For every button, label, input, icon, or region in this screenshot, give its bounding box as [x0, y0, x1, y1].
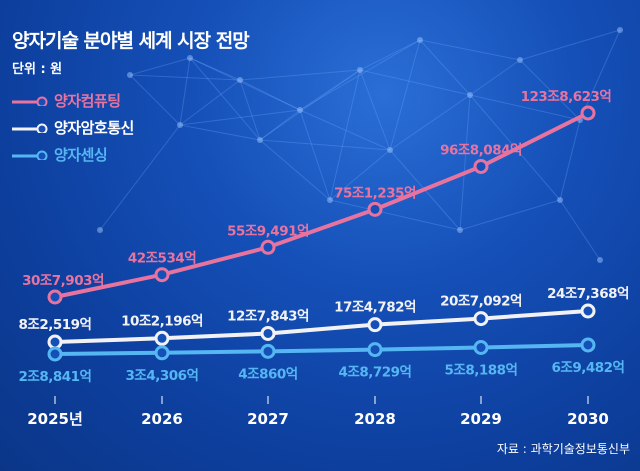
- data-point: [47, 289, 63, 305]
- data-point: [47, 346, 63, 362]
- legend-label: 양자센싱: [54, 146, 108, 164]
- legend-swatch-icon: [12, 123, 48, 133]
- legend-item-quantum-cryptography: 양자암호통신: [12, 117, 134, 138]
- legend-swatch-icon: [12, 96, 48, 106]
- data-label: 55조9,491억: [227, 223, 309, 239]
- data-label: 2조8,841억: [19, 369, 92, 385]
- legend-item-quantum-computing: 양자컴퓨팅: [12, 90, 121, 111]
- x-tick-label: 2026: [141, 410, 183, 428]
- data-label: 123조8,623억: [521, 89, 612, 105]
- data-label: 4조8,729억: [339, 365, 412, 381]
- legend-label: 양자컴퓨팅: [54, 92, 121, 110]
- data-point: [154, 267, 170, 283]
- data-point: [367, 201, 383, 217]
- data-point: [154, 330, 170, 346]
- data-label: 8조2,519억: [19, 317, 92, 333]
- data-point: [580, 303, 596, 319]
- data-point: [260, 239, 276, 255]
- data-label: 5조8,188억: [445, 363, 518, 379]
- series-line: [54, 111, 589, 299]
- source-note: 자료 : 과학기술정보통신부: [496, 442, 630, 456]
- unit-label: 단위 : 원: [12, 62, 63, 77]
- data-label: 12조7,843억: [227, 308, 309, 324]
- data-point: [367, 317, 383, 333]
- data-label: 75조1,235억: [334, 185, 416, 201]
- chart-title: 양자기술 분야별 세계 시장 전망: [12, 30, 250, 52]
- data-point: [154, 345, 170, 361]
- data-label: 42조534억: [128, 251, 196, 267]
- x-tick-label: 2027: [247, 410, 289, 428]
- data-point: [473, 311, 489, 327]
- legend-swatch-icon: [12, 150, 48, 160]
- x-tick-label: 2030: [567, 410, 609, 428]
- data-point: [473, 158, 489, 174]
- data-point: [580, 337, 596, 353]
- data-label: 6조9,482억: [552, 360, 625, 376]
- data-point: [260, 343, 276, 359]
- legend-label: 양자암호통신: [54, 119, 134, 137]
- data-label: 30조7,903억: [22, 273, 104, 289]
- data-point: [260, 325, 276, 341]
- series-line: [54, 309, 589, 344]
- legend-item-quantum-sensing: 양자센싱: [12, 144, 108, 165]
- series-line: [54, 343, 589, 356]
- x-tick-label: 2028: [354, 410, 396, 428]
- data-label: 10조2,196억: [121, 313, 203, 329]
- data-label: 24조7,368억: [547, 286, 629, 302]
- data-label: 3조4,306억: [126, 368, 199, 384]
- data-point: [367, 342, 383, 358]
- data-point: [473, 340, 489, 356]
- data-point: [47, 334, 63, 350]
- x-tick-label: 2025년: [27, 410, 83, 428]
- data-label: 4조860억: [238, 366, 297, 382]
- data-label: 17조4,782억: [334, 300, 416, 316]
- data-label: 20조7,092억: [440, 294, 522, 310]
- data-label: 96조8,084억: [440, 142, 522, 158]
- x-tick-label: 2029: [460, 410, 502, 428]
- data-point: [580, 105, 596, 121]
